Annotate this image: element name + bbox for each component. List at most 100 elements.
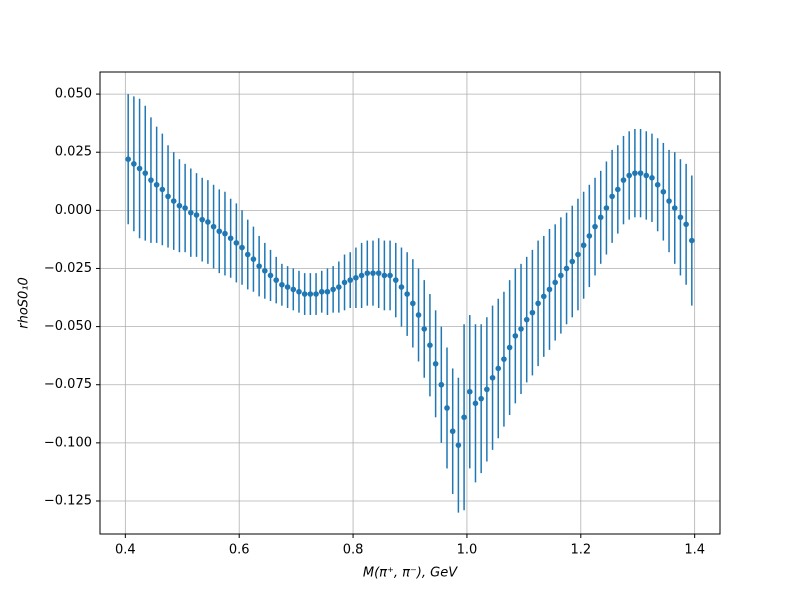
data-point (506, 344, 513, 351)
data-point (244, 251, 251, 258)
data-point (193, 212, 200, 218)
data-point (444, 405, 450, 411)
data-point (671, 205, 678, 211)
data-point (318, 288, 325, 295)
data-point (330, 286, 336, 293)
data-point (188, 209, 194, 216)
y-tick-label: −0.125 (44, 493, 92, 508)
data-point (216, 228, 223, 235)
data-point (307, 291, 314, 297)
data-point (324, 288, 331, 295)
x-tick-label: 0.8 (343, 543, 364, 558)
data-point (336, 284, 342, 290)
data-point (222, 230, 228, 237)
data-point (364, 270, 371, 276)
data-point (529, 309, 536, 316)
data-point (159, 186, 166, 193)
y-tick-label: −0.100 (44, 435, 92, 450)
data-point (580, 242, 587, 249)
data-point (182, 205, 188, 211)
data-point (683, 221, 689, 228)
data-point (558, 272, 564, 279)
data-point (415, 312, 422, 318)
data-point (205, 219, 211, 225)
data-point (210, 223, 217, 230)
data-point (523, 316, 530, 323)
data-point (250, 256, 257, 262)
data-point (273, 277, 280, 283)
data-point (398, 284, 405, 290)
y-tick-label: 0.025 (55, 145, 92, 160)
data-point (375, 270, 382, 276)
data-point (592, 223, 598, 230)
data-point (131, 161, 137, 167)
y-tick-label: 0.000 (55, 203, 92, 218)
data-point (256, 263, 262, 269)
data-point (461, 414, 467, 421)
data-point (563, 265, 570, 272)
y-tick-label: −0.025 (44, 261, 92, 276)
data-point (125, 156, 131, 162)
data-point (239, 244, 245, 251)
data-point (170, 198, 177, 204)
data-point (353, 274, 359, 281)
data-point (466, 388, 473, 395)
data-point (279, 281, 285, 288)
data-point (472, 400, 479, 407)
data-point (148, 177, 154, 183)
data-point (597, 214, 604, 221)
y-tick-label: 0.050 (55, 87, 92, 102)
data-point (347, 277, 354, 283)
data-point (637, 170, 644, 176)
x-axis-label: M(π⁺, π⁻), GeV (363, 566, 458, 581)
data-point (484, 386, 490, 393)
data-point (478, 395, 484, 402)
data-point (404, 291, 410, 297)
data-point (455, 442, 462, 448)
data-point (546, 286, 553, 293)
y-tick-label: −0.050 (44, 319, 92, 334)
data-point (632, 170, 638, 176)
data-point (381, 272, 388, 279)
data-point (165, 193, 171, 200)
data-point (290, 286, 297, 293)
data-point (341, 279, 348, 286)
data-point (575, 251, 581, 258)
x-tick-label: 1.4 (684, 543, 705, 558)
data-point (660, 188, 667, 195)
data-point (643, 172, 650, 179)
data-point (153, 181, 160, 188)
data-point (677, 214, 684, 221)
data-point (654, 181, 661, 188)
data-point (649, 174, 655, 181)
data-point (301, 291, 308, 297)
data-point (199, 216, 205, 223)
data-point (489, 374, 496, 381)
data-point (535, 300, 541, 307)
y-axis-label: rhoS0₁0 (17, 277, 32, 329)
data-point (495, 365, 502, 372)
data-point (392, 277, 399, 283)
data-point (569, 258, 576, 265)
data-point (666, 198, 672, 204)
data-point (449, 428, 456, 435)
data-point (313, 291, 319, 297)
data-point (609, 193, 615, 200)
data-point (552, 279, 558, 286)
data-point (284, 284, 291, 290)
x-tick-label: 1.0 (457, 543, 478, 558)
data-point (296, 288, 302, 295)
data-point (626, 172, 632, 179)
data-point (689, 237, 695, 244)
data-point (620, 177, 627, 183)
y-tick-label: −0.075 (44, 377, 92, 392)
data-point (142, 170, 149, 176)
data-point (438, 381, 445, 388)
data-point (501, 356, 507, 362)
data-point (432, 361, 439, 367)
plot-frame (99, 71, 721, 535)
data-point (387, 272, 393, 279)
data-point (176, 202, 183, 209)
